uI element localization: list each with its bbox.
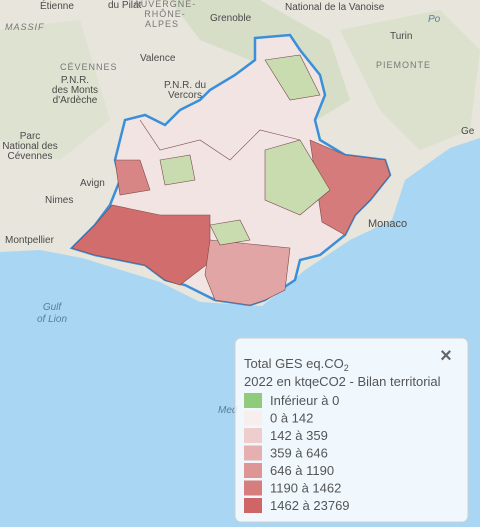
- place-label: Grenoble: [210, 13, 252, 24]
- place-label: National de la Vanoise: [285, 2, 385, 13]
- place-label: RHÔNE-: [144, 9, 186, 19]
- legend-swatch: [244, 410, 262, 426]
- legend-box: [234, 337, 469, 523]
- place-label: of Lion: [37, 314, 67, 325]
- legend-swatch: [244, 463, 262, 478]
- place-label: AUVERGNE-: [134, 0, 197, 9]
- place-label: Nimes: [45, 195, 73, 206]
- place-label: ALPES: [145, 19, 179, 29]
- place-label: Avign: [80, 178, 105, 189]
- district: [309, 139, 391, 236]
- place-label: des Monts: [52, 85, 98, 96]
- place-label: Cévennes: [7, 151, 52, 162]
- place-label: Parc: [20, 131, 41, 142]
- relief: [340, 10, 480, 150]
- legend-swatch: [244, 445, 262, 461]
- place-label: d'Ardèche: [53, 95, 98, 106]
- place-label: PIEMONTE: [376, 60, 431, 70]
- legend-swatch: [244, 480, 262, 496]
- close-button[interactable]: ×: [440, 345, 452, 367]
- legend-swatch: [244, 393, 262, 408]
- place-label: Ge: [461, 126, 475, 137]
- place-label: Po: [428, 14, 441, 25]
- legend-title-text: Total GES eq.CO: [244, 356, 344, 371]
- legend-label: 1190 à 1462: [270, 481, 341, 496]
- district: [264, 54, 321, 101]
- place-label: Monaco: [368, 218, 407, 230]
- place-label: du Pilat: [108, 0, 142, 11]
- legend-title: Total GES eq.CO2: [244, 356, 349, 373]
- district: [114, 159, 151, 196]
- legend-label: Inférieur à 0: [270, 393, 339, 408]
- legend-swatch: [244, 428, 262, 443]
- legend-label: 646 à 1190: [270, 463, 334, 478]
- place-label: Valence: [140, 53, 176, 64]
- borders: [139, 119, 301, 161]
- legend-label: 0 à 142: [270, 411, 313, 426]
- legend-label: 142 à 359: [270, 428, 328, 443]
- place-label: Étienne: [40, 0, 74, 12]
- legend-label: 1462 à 23769: [270, 498, 350, 513]
- legend: Total GES eq.CO2 2022 en ktqeCO2 - Bilan…: [234, 337, 469, 523]
- place-label: Montpellier: [5, 235, 55, 246]
- place-label: MASSIF: [5, 22, 45, 32]
- legend-subtitle: 2022 en ktqeCO2 - Bilan territorial: [244, 374, 441, 389]
- place-label: CÉVENNES: [60, 62, 118, 72]
- place-label: Gulf: [43, 302, 63, 313]
- place-label: Vercors: [168, 90, 202, 101]
- legend-swatch: [244, 498, 262, 513]
- legend-label: 359 à 646: [270, 446, 328, 461]
- place-label: Med: [218, 405, 238, 416]
- district: [204, 239, 291, 306]
- district: [71, 204, 211, 286]
- place-label: P.N.R. du: [164, 80, 206, 91]
- district: [264, 139, 331, 216]
- place-label: P.N.R.: [61, 75, 89, 86]
- district: [159, 154, 196, 186]
- legend-title-sub: 2: [344, 363, 349, 373]
- relief: [0, 20, 110, 160]
- place-label: Turin: [390, 31, 412, 42]
- place-label: National des: [2, 141, 58, 152]
- district: [209, 219, 251, 246]
